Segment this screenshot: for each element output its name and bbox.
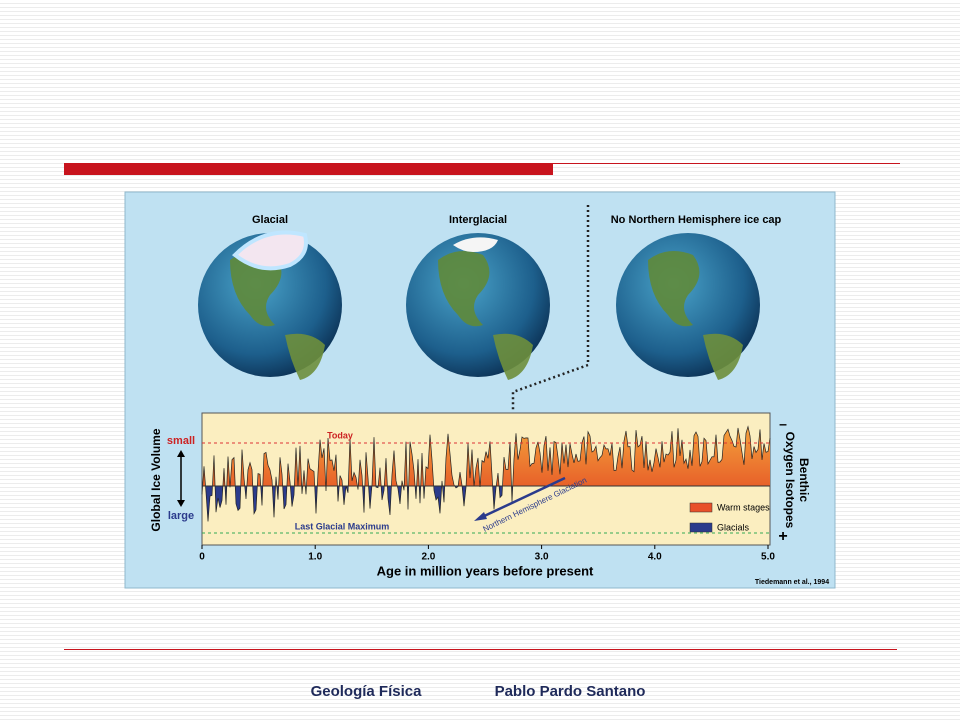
legend-swatch (689, 502, 713, 513)
globe-label: Interglacial (449, 214, 507, 226)
y2-top: – (779, 416, 787, 432)
legend-label: Warm stages (717, 502, 770, 512)
footer-right: Pablo Pardo Santano (495, 683, 646, 700)
dotted-connector (511, 205, 590, 412)
x-tick-label: 5.0 (761, 552, 775, 563)
land (493, 333, 533, 380)
globes: Glacial Interglacial No Northern Hemispher… (198, 214, 782, 380)
x-tick-label: 4.0 (648, 552, 662, 563)
x-tick-label: 0 (199, 552, 205, 563)
legend-label: Glacials (717, 522, 750, 532)
ice (453, 237, 498, 252)
ice (232, 230, 308, 271)
ice-arrowhead (177, 450, 185, 457)
land (703, 333, 743, 380)
ice-arrowhead (177, 500, 185, 507)
today-label: Today (327, 430, 353, 440)
small-label: small (167, 435, 195, 447)
land (285, 333, 325, 380)
curve-line (201, 425, 771, 522)
globe-label: No Northern Hemisphere ice cap (611, 214, 782, 226)
x-tick-label: 2.0 (421, 552, 435, 563)
lgm-label: Last Glacial Maximum (295, 521, 390, 531)
source: Tiedemann et al., 1994 (755, 579, 829, 586)
accent-bar (64, 163, 553, 175)
x-axis: 0 1.0 2.0 3.0 4.0 5.0 (199, 545, 775, 563)
nhg-arrow (479, 476, 566, 520)
x-tick-label: 1.0 (308, 552, 322, 563)
y-axis-title: Global Ice Volume (149, 428, 163, 531)
land (648, 251, 700, 327)
glacial-area (202, 486, 770, 522)
nhg-arrowhead (474, 512, 487, 521)
warm-area (202, 426, 770, 486)
globe-label: Glacial (252, 214, 288, 226)
y2-bottom: + (778, 528, 787, 545)
y2-title: Benthic (797, 458, 811, 502)
isotope-curve (201, 425, 771, 522)
large-label: large (168, 510, 194, 522)
land (438, 251, 490, 327)
legend-swatch (689, 522, 713, 533)
x-axis-title: Age in million years before present (377, 563, 594, 578)
x-tick-label: 3.0 (535, 552, 549, 563)
footer-left: Geología Física (311, 683, 423, 700)
y2-title: Oxygen Isotopes (783, 432, 797, 529)
